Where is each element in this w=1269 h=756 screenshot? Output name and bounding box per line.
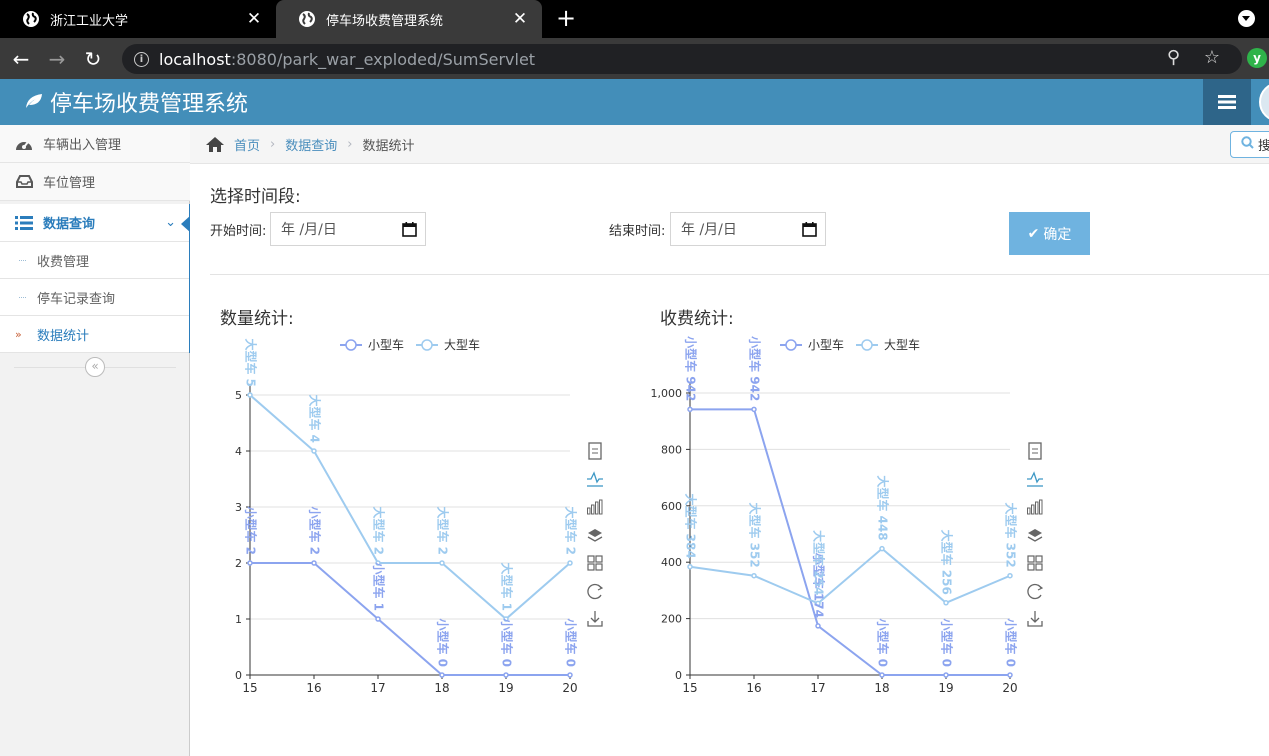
- app-header: 停车场收费管理系统: [0, 79, 1269, 125]
- divider: [210, 274, 1269, 275]
- chart-title-fee: 收费统计:: [660, 309, 734, 329]
- sidebar-item-parking-space[interactable]: 车位管理: [0, 163, 190, 201]
- sidebar-subitem-label: 停车记录查询: [37, 291, 116, 307]
- start-date-field[interactable]: 年 /月/日: [270, 212, 426, 246]
- zoom-icon[interactable]: ⚲: [1166, 47, 1180, 68]
- browser-tab-bar: 浙江工业大学 ✕ 停车场收费管理系统 ✕ +: [0, 0, 1269, 38]
- breadcrumb-home[interactable]: 首页: [234, 138, 261, 154]
- extension-icon[interactable]: y: [1247, 48, 1267, 68]
- browser-tab-active[interactable]: 停车场收费管理系统 ✕: [276, 0, 542, 38]
- sidebar-collapse: «: [0, 352, 190, 382]
- list-icon: [14, 215, 34, 230]
- end-date-field[interactable]: 年 /月/日: [670, 212, 826, 246]
- sidebar: 车辆出入管理 车位管理 数据查询 ⌄ 收费管理 停车记录查询 » 数据统计 «: [0, 125, 191, 756]
- collapse-button[interactable]: «: [85, 357, 105, 377]
- start-time-label: 开始时间:: [210, 224, 267, 239]
- sidebar-subitem-statistics[interactable]: » 数据统计: [0, 316, 190, 353]
- confirm-label: 确定: [1043, 226, 1072, 243]
- reload-icon[interactable]: ↻: [84, 46, 102, 71]
- filter-title: 选择时间段:: [210, 187, 301, 207]
- calendar-icon[interactable]: [402, 222, 417, 237]
- active-marker-icon: [181, 215, 191, 233]
- tree-line: [19, 259, 26, 261]
- browser-tab[interactable]: 浙江工业大学 ✕: [0, 0, 276, 38]
- bookmark-star-icon[interactable]: ☆: [1203, 47, 1220, 68]
- search-input[interactable]: 搜: [1230, 131, 1269, 158]
- menu-toggle-button[interactable]: [1203, 79, 1251, 125]
- sidebar-subitem-label: 数据统计: [37, 328, 90, 344]
- sidebar-subitem-label: 收费管理: [37, 254, 90, 270]
- address-bar[interactable]: i localhost:8080/park_war_exploded/SumSe…: [122, 44, 1242, 74]
- globe-icon: [22, 10, 40, 28]
- date-placeholder: 年 /月/日: [281, 222, 337, 238]
- confirm-button[interactable]: ✔ 确定: [1009, 212, 1090, 255]
- dashboard-icon: [14, 137, 34, 151]
- globe-icon: [298, 10, 316, 28]
- breadcrumb-separator: ›: [270, 136, 276, 152]
- search-placeholder: 搜: [1258, 139, 1269, 154]
- url-path: :8080/park_war_exploded/SumServlet: [230, 49, 536, 69]
- main-content: 选择时间段: 开始时间: 年 /月/日 结束时间: 年 /月/日 ✔ 确定 数量…: [190, 164, 1269, 756]
- chart-title-count: 数量统计:: [220, 309, 294, 329]
- tab-title: 停车场收费管理系统: [326, 13, 444, 29]
- tree-line: [19, 296, 26, 298]
- end-time-label: 结束时间:: [609, 224, 666, 239]
- search-icon: [1241, 136, 1254, 153]
- chevron-down-icon: ⌄: [165, 215, 176, 230]
- new-tab-icon[interactable]: +: [556, 4, 577, 32]
- date-placeholder: 年 /月/日: [681, 222, 737, 238]
- sidebar-item-label: 数据查询: [43, 217, 96, 232]
- tab-search-icon[interactable]: [1238, 10, 1255, 27]
- brand-title: 停车场收费管理系统: [50, 92, 249, 117]
- inbox-icon: [14, 175, 34, 188]
- sidebar-item-label: 车辆出入管理: [43, 138, 122, 153]
- breadcrumb-current: 数据统计: [362, 138, 415, 154]
- list-icon: [1218, 95, 1236, 109]
- tab-title: 浙江工业大学: [50, 13, 129, 29]
- double-angle-right-icon: »: [15, 327, 22, 341]
- breadcrumb-separator: ›: [347, 136, 353, 152]
- breadcrumb-section[interactable]: 数据查询: [285, 138, 338, 154]
- close-icon[interactable]: ✕: [512, 9, 528, 29]
- home-icon[interactable]: [206, 136, 224, 152]
- close-icon[interactable]: ✕: [246, 9, 262, 29]
- sidebar-subitem-charge[interactable]: 收费管理: [0, 242, 190, 279]
- back-icon[interactable]: ←: [12, 46, 30, 71]
- info-icon[interactable]: i: [134, 51, 149, 67]
- check-icon: ✔: [1027, 225, 1040, 242]
- forward-icon[interactable]: →: [48, 46, 66, 71]
- sidebar-item-data-query[interactable]: 数据查询 ⌄: [0, 204, 191, 242]
- url-host: localhost: [159, 49, 231, 69]
- breadcrumb: 首页 › 数据查询 › 数据统计: [190, 125, 1269, 164]
- avatar[interactable]: [1259, 82, 1269, 122]
- calendar-icon[interactable]: [802, 222, 817, 237]
- brand[interactable]: 停车场收费管理系统: [24, 79, 248, 125]
- sidebar-subitem-parking-records[interactable]: 停车记录查询: [0, 279, 190, 316]
- leaf-icon: [24, 90, 44, 115]
- sidebar-item-label: 车位管理: [43, 176, 96, 191]
- sidebar-item-vehicle-access[interactable]: 车辆出入管理: [0, 125, 190, 163]
